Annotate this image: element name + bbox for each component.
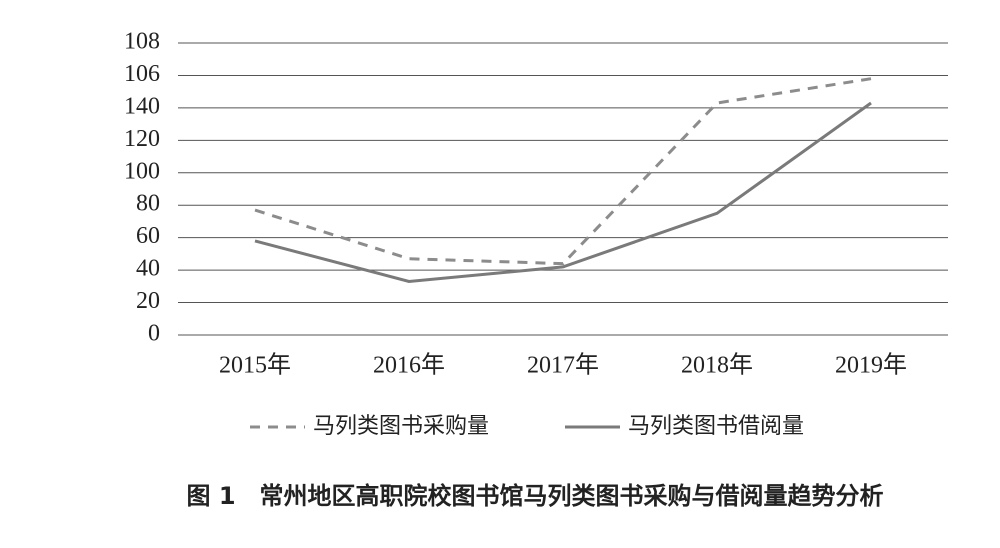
x-tick-label: 2018年 xyxy=(681,352,753,379)
y-tick-label: 80 xyxy=(136,191,160,217)
y-tick-label: 0 xyxy=(148,321,160,347)
legend-label: 马列类图书采购量 xyxy=(313,414,489,439)
x-tick-label: 2019年 xyxy=(835,352,907,379)
series-line xyxy=(254,101,872,283)
legend-label: 马列类图书借阅量 xyxy=(628,414,804,439)
caption: 图 1 常州地区高职院校图书馆马列类图书采购与借阅量趋势分析 xyxy=(186,482,883,510)
y-tick-label: 120 xyxy=(124,126,160,152)
series-line xyxy=(254,77,872,266)
y-tick-label: 100 xyxy=(124,158,160,184)
x-tick-label: 2016年 xyxy=(373,352,445,379)
x-tick-label: 2017年 xyxy=(527,352,599,379)
y-tick-label: 140 xyxy=(124,93,160,119)
y-tick-label: 20 xyxy=(136,288,160,314)
y-tick-label: 60 xyxy=(136,223,160,249)
y-tick-label: 108 xyxy=(124,29,160,55)
y-tick-label: 40 xyxy=(136,256,160,282)
x-tick-label: 2015年 xyxy=(219,352,291,379)
y-tick-label: 106 xyxy=(124,61,160,87)
